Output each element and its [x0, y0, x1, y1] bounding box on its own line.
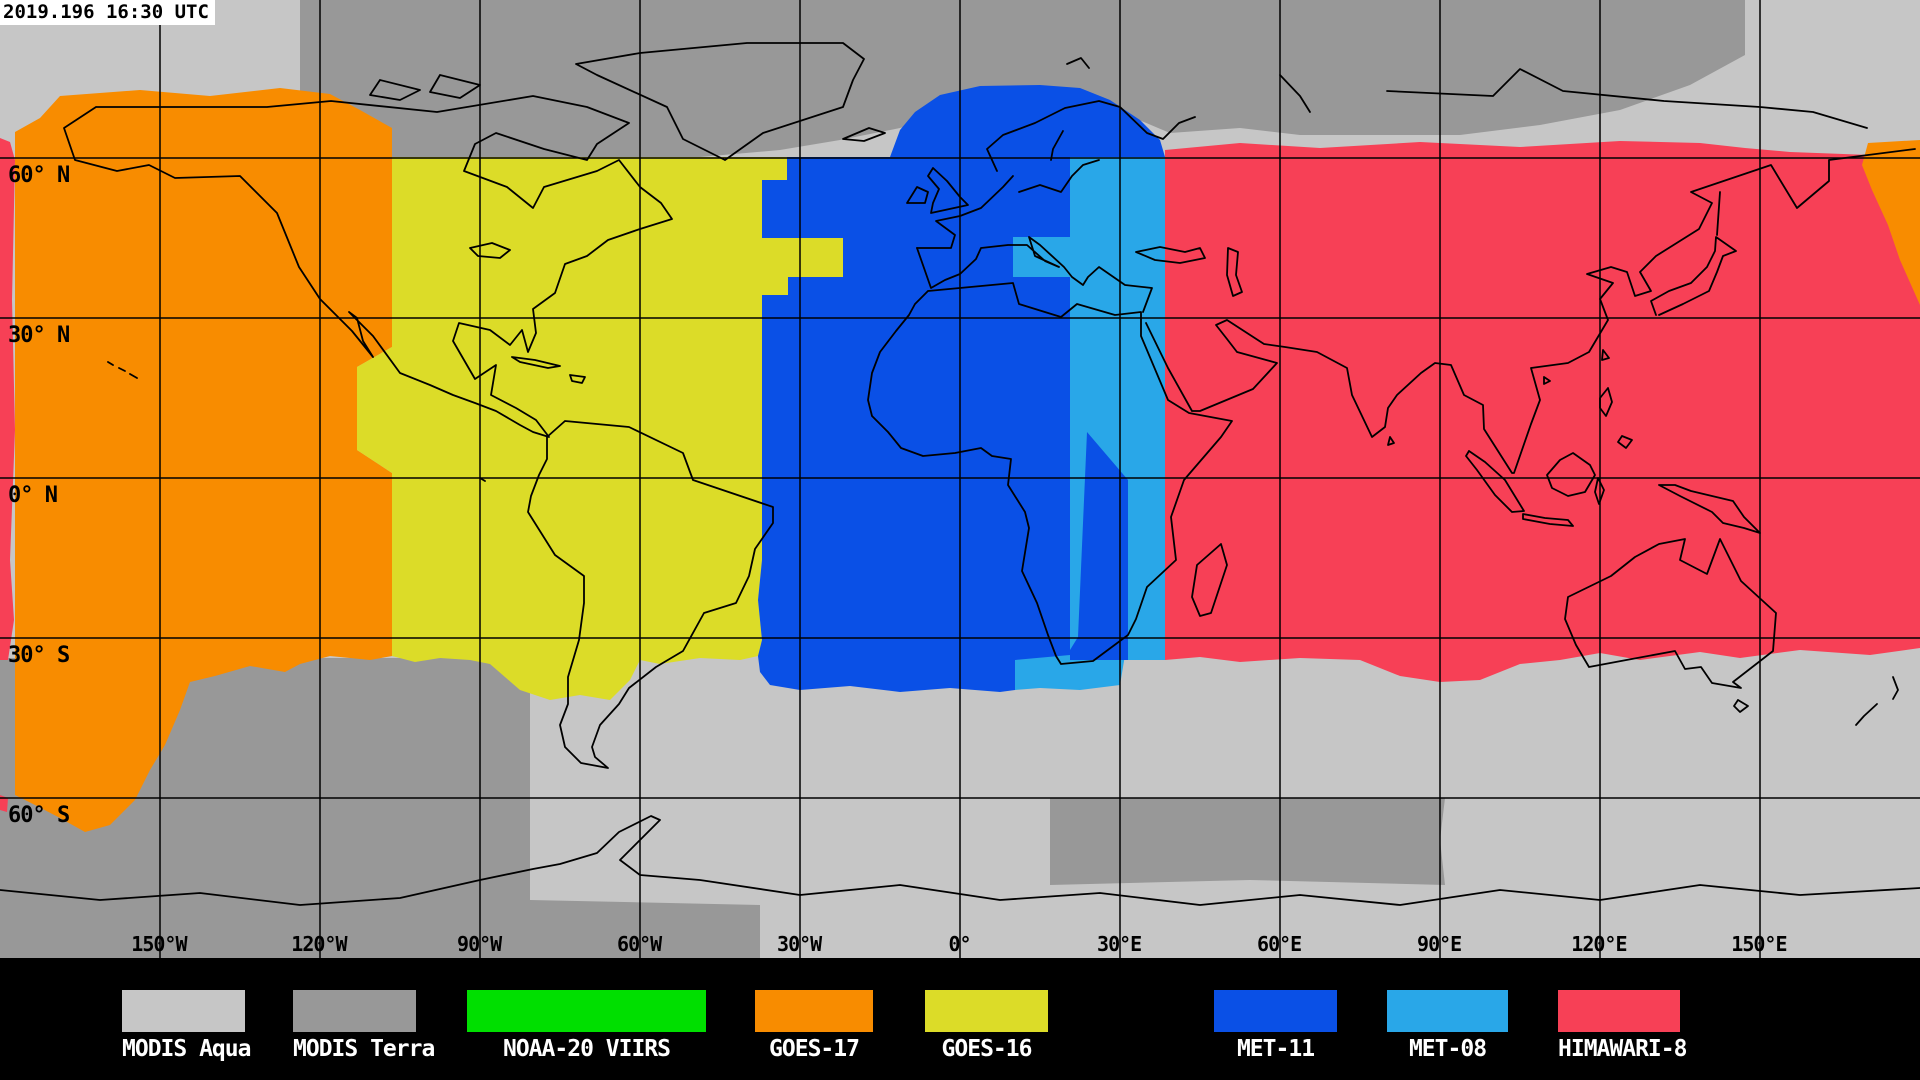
coastlines [0, 42, 1920, 906]
goes17-wrap-patch [1862, 140, 1920, 305]
met11-diagonal-swath [1070, 432, 1128, 660]
legend-item-goes-17: GOES-17 [755, 958, 873, 1080]
legend-label: GOES-16 [941, 1036, 1033, 1062]
met11-coverage [758, 85, 1165, 692]
goes17-coverage [15, 88, 392, 832]
legend-item-noaa-20-viirs: NOAA-20 VIIRS [467, 958, 706, 1080]
legend-item-goes-16: GOES-16 [925, 958, 1048, 1080]
latitude-label: 60° S [8, 803, 70, 828]
legend-item-himawari-8: HIMAWARI-8 [1558, 958, 1687, 1080]
longitude-label: 30°E [1097, 932, 1142, 956]
timestamp-box: 2019.196 16:30 UTC [0, 0, 215, 25]
goes16-coverage [357, 157, 843, 700]
longitude-label: 0° [948, 932, 972, 956]
latitude-label: 0° N [8, 483, 58, 508]
legend-swatch [755, 990, 873, 1032]
legend-label: HIMAWARI-8 [1558, 1036, 1687, 1062]
longitude-label: 90°W [457, 932, 502, 956]
legend-label: MET-08 [1408, 1036, 1487, 1062]
legend-label: MODIS Aqua [122, 1036, 251, 1062]
legend-swatch [293, 990, 416, 1032]
legend-bar: MODIS Aqua MODIS Terra NOAA-20 VIIRS GOES-1… [0, 958, 1920, 1080]
longitude-label: 90°E [1417, 932, 1462, 956]
legend-swatch [925, 990, 1048, 1032]
world-coverage-map: 2019.196 16:30 UTC 60° N 30° N 0° N 30° S 60… [0, 0, 1920, 958]
legend-label: NOAA-20 VIIRS [502, 1036, 671, 1062]
legend-swatch [1558, 990, 1680, 1032]
himawari8-coverage [0, 138, 1920, 812]
latitude-label: 60° N [8, 163, 70, 188]
map-canvas [0, 0, 1920, 958]
legend-swatch [467, 990, 706, 1032]
latitude-label: 30° S [8, 643, 70, 668]
legend-item-met-08: MET-08 [1387, 958, 1508, 1080]
legend-label: GOES-17 [769, 1036, 860, 1062]
legend-swatch [1214, 990, 1337, 1032]
legend-item-modis-aqua: MODIS Aqua [122, 958, 251, 1080]
legend-item-modis-terra: MODIS Terra [293, 958, 435, 1080]
latitude-label: 30° N [8, 323, 70, 348]
legend-swatch [122, 990, 245, 1032]
legend-item-met-11: MET-11 [1214, 958, 1337, 1080]
longitude-label: 60°W [617, 932, 662, 956]
timestamp-text: 2019.196 16:30 UTC [3, 1, 209, 23]
longitude-label: 60°E [1257, 932, 1302, 956]
longitude-label: 120°E [1571, 932, 1627, 956]
longitude-label: 150°E [1731, 932, 1787, 956]
longitude-label: 30°W [777, 932, 822, 956]
legend-swatch [1387, 990, 1508, 1032]
legend-label: MET-11 [1236, 1036, 1315, 1062]
graticule-gridlines [0, 0, 1920, 958]
longitude-label: 120°W [291, 932, 347, 956]
longitude-label: 150°W [131, 932, 187, 956]
legend-label: MODIS Terra [293, 1036, 435, 1062]
